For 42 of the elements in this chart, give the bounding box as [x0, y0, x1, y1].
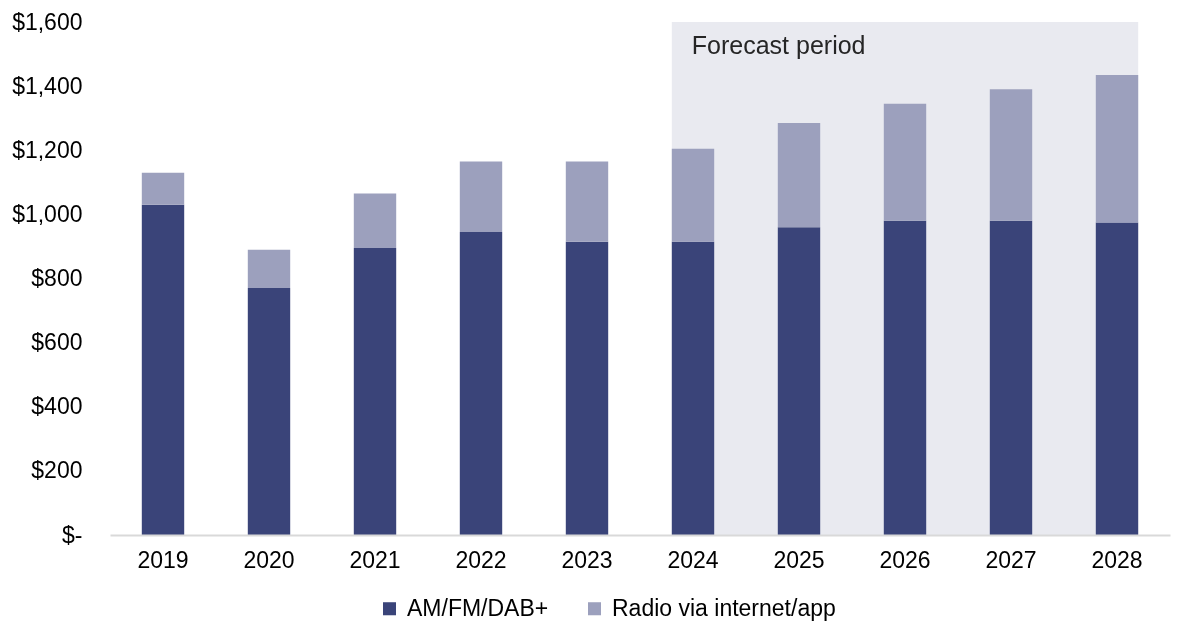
bar — [883, 103, 927, 221]
x-tick-label: 2027 — [985, 546, 1037, 573]
y-tick-label: $600 — [31, 329, 83, 356]
bar — [671, 148, 715, 242]
bar — [353, 193, 397, 249]
bar — [777, 227, 821, 535]
y-tick-label: $200 — [31, 457, 83, 484]
bar — [565, 241, 609, 535]
x-tick-label: 2024 — [667, 546, 719, 573]
bar — [459, 232, 503, 535]
x-tick-label: 2028 — [1091, 546, 1143, 573]
bar — [459, 161, 503, 233]
bar — [565, 161, 609, 242]
legend-label: Radio via internet/app — [612, 594, 836, 621]
bar — [989, 220, 1033, 535]
x-tick-label: 2020 — [243, 546, 295, 573]
legend-label: AM/FM/DAB+ — [407, 594, 549, 621]
y-tick-label: $- — [62, 521, 83, 548]
bar — [1095, 222, 1139, 535]
y-tick-label: $1,000 — [12, 200, 83, 227]
bar — [777, 123, 821, 228]
bar — [247, 288, 291, 535]
bar — [141, 172, 185, 205]
x-tick-label: 2022 — [455, 546, 507, 573]
x-tick-label: 2025 — [773, 546, 825, 573]
bar — [671, 241, 715, 535]
bar — [883, 220, 927, 535]
y-tick-label: $800 — [31, 265, 83, 291]
bar — [989, 89, 1033, 221]
band-label: Forecast period — [691, 31, 866, 59]
x-tick-label: 2026 — [879, 546, 931, 573]
y-tick-label: $1,200 — [12, 136, 83, 163]
bar — [353, 248, 397, 535]
x-tick-label: 2019 — [137, 546, 189, 573]
bar — [141, 204, 185, 535]
x-tick-label: 2023 — [561, 546, 613, 573]
bar — [247, 249, 291, 289]
y-tick-label: $400 — [31, 393, 83, 420]
bar — [1095, 74, 1139, 223]
x-tick-label: 2021 — [349, 546, 401, 573]
y-tick-label: $1,400 — [12, 72, 83, 99]
y-tick-label: $1,600 — [12, 8, 83, 35]
